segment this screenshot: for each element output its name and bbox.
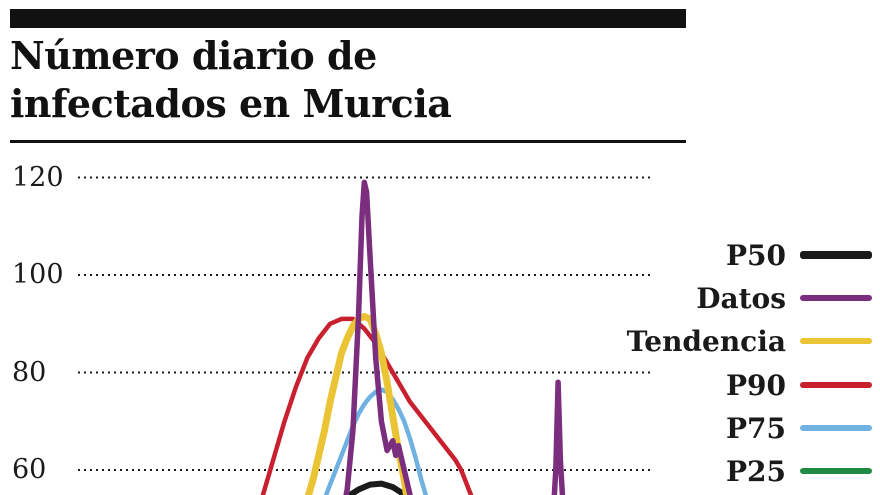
legend: P50 Datos Tendencia P90 P75 P25: [612, 0, 872, 495]
page-title: Número diario de infectados en Murcia: [10, 32, 710, 128]
legend-swatch: [800, 295, 872, 301]
legend-row: P25: [612, 450, 872, 492]
legend-row: P75: [612, 407, 872, 449]
legend-label-p75: P75: [725, 411, 786, 445]
legend-swatch: [800, 338, 872, 344]
legend-swatch: [800, 382, 872, 388]
legend-label-datos: Datos: [696, 281, 786, 315]
legend-label-p50: P50: [725, 238, 786, 272]
legend-label-p25: P25: [725, 454, 786, 488]
title-line-2: infectados en Murcia: [10, 81, 452, 126]
title-line-1: Número diario de: [10, 33, 377, 78]
legend-label-p90: P90: [725, 368, 786, 402]
y-tick-80: 80: [12, 356, 47, 388]
y-tick-120: 120: [12, 161, 64, 193]
legend-swatch: [800, 251, 872, 259]
y-tick-60: 60: [12, 454, 47, 485]
legend-swatch: [800, 425, 872, 431]
legend-row: P50: [612, 234, 872, 276]
y-tick-100: 100: [12, 259, 64, 290]
legend-label-tendencia: Tendencia: [626, 324, 786, 358]
legend-row: P90: [612, 364, 872, 406]
legend-swatch: [800, 468, 872, 474]
legend-row: Tendencia: [612, 320, 872, 362]
legend-row: Datos: [612, 277, 872, 319]
top-black-bar: [10, 9, 686, 28]
title-divider: [10, 140, 686, 143]
